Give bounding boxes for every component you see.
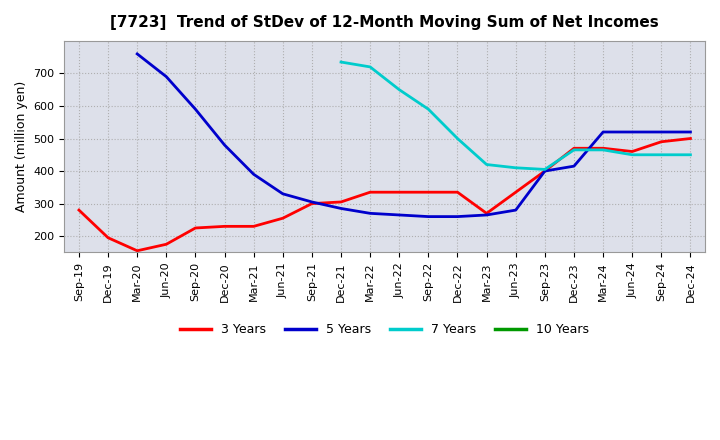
Y-axis label: Amount (million yen): Amount (million yen)	[15, 81, 28, 212]
Legend: 3 Years, 5 Years, 7 Years, 10 Years: 3 Years, 5 Years, 7 Years, 10 Years	[175, 318, 595, 341]
Title: [7723]  Trend of StDev of 12-Month Moving Sum of Net Incomes: [7723] Trend of StDev of 12-Month Moving…	[110, 15, 659, 30]
